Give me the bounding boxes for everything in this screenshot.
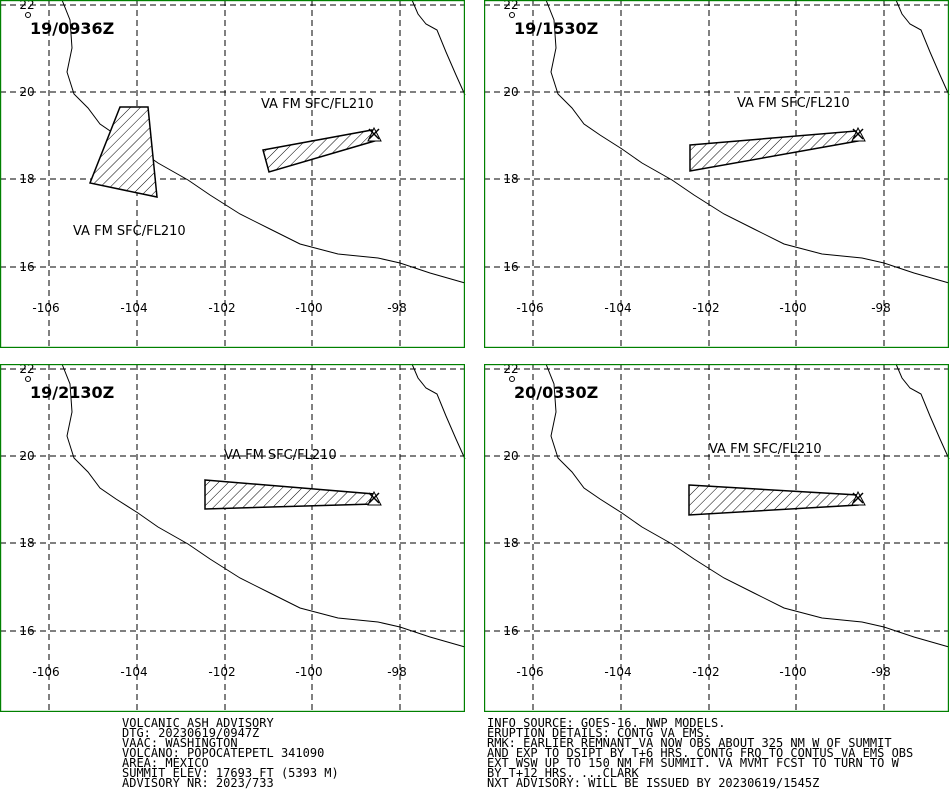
map-panel: 22 20 18 16 -106 -104 -102 -100 -98 19/1530Z VA FM… xyxy=(484,0,950,348)
volcano-symbol xyxy=(368,128,380,140)
panel-frame xyxy=(484,0,949,348)
latitude-label: 16 xyxy=(19,624,34,638)
ash-area xyxy=(88,106,158,198)
ash-annotation: VA FM SFC/FL210 xyxy=(737,96,850,111)
latitude-label: 18 xyxy=(19,536,34,550)
advisory-line: NXT ADVISORY: WILL BE ISSUED BY 20230619… xyxy=(487,776,819,790)
advisory-line: SUMMIT ELEV: 17693 FT (5393 M) xyxy=(122,766,339,780)
coastline xyxy=(545,363,950,648)
ash-annotation: VA FM SFC/FL210 xyxy=(224,448,337,463)
valid-time: 19/1530Z xyxy=(514,19,598,38)
coastline xyxy=(61,0,466,284)
longitude-label: -98 xyxy=(387,665,407,679)
longitude-label: -98 xyxy=(871,301,891,315)
volcano-symbol xyxy=(368,492,380,504)
longitude-label: -104 xyxy=(120,665,147,679)
longitude-label: -100 xyxy=(295,665,322,679)
map-panel: 22 20 18 16 -106 -104 -102 -100 -98 19/0936Z VA FM… xyxy=(0,0,466,348)
advisory-line: ADVISORY NR: 2023/733 xyxy=(122,776,274,790)
advisory-line: VAAC: WASHINGTON xyxy=(122,736,238,750)
latitude-label: 22 xyxy=(19,362,34,376)
panel-frame xyxy=(0,0,465,348)
advisory-line: AND EXP TO DSIPT BY T+6 HRS. CONTG FRQ T… xyxy=(487,746,913,760)
longitude-label: -106 xyxy=(32,665,59,679)
latitude-label: 16 xyxy=(19,260,34,274)
longitude-label: -102 xyxy=(692,665,719,679)
ash-annotation: VA FM SFC/FL210 xyxy=(261,97,374,112)
advisory-line: VOLCANIC ASH ADVISORY xyxy=(122,716,274,730)
longitude-label: -102 xyxy=(208,665,235,679)
panel-frame xyxy=(484,364,949,712)
latitude-label: 18 xyxy=(19,172,34,186)
latitude-label: 18 xyxy=(503,536,518,550)
valid-time: 19/0936Z xyxy=(30,19,114,38)
advisory-line: DTG: 20230619/0947Z xyxy=(122,726,259,740)
longitude-label: -102 xyxy=(692,301,719,315)
latitude-label: 22 xyxy=(503,0,518,12)
longitude-label: -104 xyxy=(604,665,631,679)
island xyxy=(25,12,31,18)
panel-background xyxy=(484,0,949,348)
coastline xyxy=(411,0,466,96)
latitude-label: 20 xyxy=(19,449,34,463)
coastline xyxy=(545,0,950,284)
longitude-label: -106 xyxy=(32,301,59,315)
island xyxy=(509,12,515,18)
advisory-line: RMK: EARLIER REMNANT VA NOW OBS ABOUT 32… xyxy=(487,736,892,750)
longitude-label: -98 xyxy=(871,665,891,679)
latitude-label: 16 xyxy=(503,624,518,638)
latitude-label: 22 xyxy=(503,362,518,376)
longitude-label: -100 xyxy=(779,665,806,679)
advisory-line: AREA: MEXICO xyxy=(122,756,209,770)
volcano-symbol xyxy=(852,128,864,140)
advisory-line: EXT WSW UP TO 150 NM FM SUMMIT. VA MVMT … xyxy=(487,756,900,770)
longitude-label: -106 xyxy=(516,665,543,679)
valid-time: 19/2130Z xyxy=(30,383,114,402)
latitude-label: 22 xyxy=(19,0,34,12)
island xyxy=(25,376,31,382)
advisory-line: VOLCANO: POPOCATEPETL 341090 xyxy=(122,746,324,760)
ash-annotation: VA FM SFC/FL210 xyxy=(73,224,186,239)
longitude-label: -100 xyxy=(779,301,806,315)
panel-frame xyxy=(0,364,465,712)
map-panel: 22 20 18 16 -106 -104 -102 -100 -98 19/2130Z VA FM… xyxy=(0,362,466,712)
panel-background xyxy=(484,364,949,712)
latitude-label: 20 xyxy=(503,85,518,99)
longitude-label: -104 xyxy=(120,301,147,315)
panel-background xyxy=(0,0,465,348)
longitude-label: -98 xyxy=(387,301,407,315)
coastline xyxy=(61,363,466,648)
latitude-label: 18 xyxy=(503,172,518,186)
latitude-label: 20 xyxy=(19,85,34,99)
coastline xyxy=(895,363,950,460)
coastline xyxy=(895,0,950,96)
latitude-label: 16 xyxy=(503,260,518,274)
longitude-label: -104 xyxy=(604,301,631,315)
advisory-line: INFO SOURCE: GOES-16. NWP MODELS. xyxy=(487,716,725,730)
advisory-line: BY T+12 HRS. ...CLARK xyxy=(487,766,639,780)
advisory-line: ERUPTION DETAILS: CONTG VA EMS. xyxy=(487,726,711,740)
island xyxy=(509,376,515,382)
longitude-label: -102 xyxy=(208,301,235,315)
ash-annotation: VA FM SFC/FL210 xyxy=(709,442,822,457)
valid-time: 20/0330Z xyxy=(514,383,598,402)
map-panel: 22 20 18 16 -106 -104 -102 -100 -98 20/0330Z VA FM… xyxy=(484,362,950,712)
longitude-label: -106 xyxy=(516,301,543,315)
latitude-label: 20 xyxy=(503,449,518,463)
volcano-symbol xyxy=(852,492,864,504)
coastline xyxy=(411,363,466,460)
longitude-label: -100 xyxy=(295,301,322,315)
panel-background xyxy=(0,364,465,712)
